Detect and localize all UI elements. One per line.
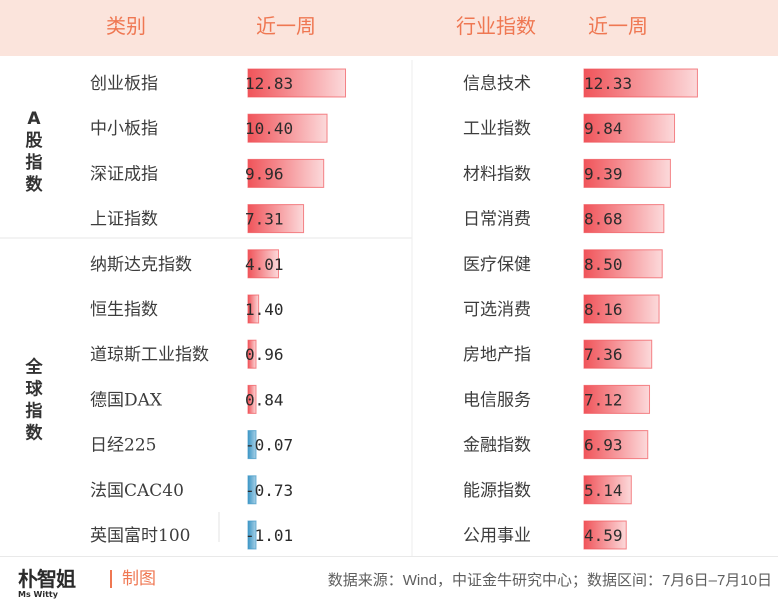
left-category-label: 上证指数 bbox=[90, 210, 158, 230]
header-industry: 行业指数 bbox=[456, 16, 536, 38]
right-value-label: 5.14 bbox=[584, 481, 623, 500]
left-category-label: 恒生指数 bbox=[90, 300, 158, 320]
right-value-label: 7.12 bbox=[584, 390, 623, 409]
left-category-label: 英国富时100 bbox=[90, 526, 190, 546]
left-bar bbox=[247, 475, 257, 505]
right-category-label: 金融指数 bbox=[463, 436, 531, 456]
right-bar bbox=[583, 68, 698, 98]
right-bar bbox=[583, 430, 649, 460]
weekly-return-chart: 创业板指 12.83 中小板指 10.40 深证成指 9.96 上证指数 7.31 纳斯达克指数… bbox=[0, 60, 698, 556]
right-category-label: 可选消费 bbox=[463, 300, 531, 320]
right-value-label: 4.59 bbox=[584, 526, 623, 545]
left-category-label: 创业板指 bbox=[90, 74, 158, 94]
right-bar bbox=[583, 384, 651, 414]
right-chart: 信息技术 12.33 工业指数 9.84 材料指数 9.39 日常消费 8.68 医疗保健 8.5… bbox=[463, 68, 698, 550]
left-category-label: 德国DAX bbox=[90, 390, 163, 410]
right-value-label: 9.39 bbox=[584, 164, 623, 183]
group-label: A 股指数 bbox=[26, 109, 44, 195]
left-value-label: 0.96 bbox=[245, 345, 284, 364]
left-value-label: -1.01 bbox=[245, 526, 293, 545]
left-category-label: 道琼斯工业指数 bbox=[90, 345, 209, 365]
left-bar bbox=[247, 249, 279, 279]
logo-sub: Ms Witty bbox=[18, 590, 58, 599]
right-value-label: 7.36 bbox=[584, 345, 623, 364]
footer-credit: 制图 bbox=[122, 569, 156, 588]
header-week-right: 近一周 bbox=[588, 16, 648, 38]
header-category: 类别 bbox=[106, 16, 146, 38]
logo-main: 朴智姐 bbox=[18, 569, 76, 591]
right-category-label: 电信服务 bbox=[463, 390, 531, 410]
left-category-label: 中小板指 bbox=[90, 119, 158, 139]
right-category-label: 医疗保健 bbox=[463, 255, 531, 275]
left-value-label: 4.01 bbox=[245, 255, 284, 274]
left-category-label: 法国CAC40 bbox=[90, 481, 184, 501]
right-value-label: 6.93 bbox=[584, 436, 623, 455]
left-value-label: 7.31 bbox=[245, 210, 284, 229]
group-label: 全球指数 bbox=[25, 356, 44, 443]
footer-separator bbox=[110, 570, 112, 588]
right-value-label: 12.33 bbox=[584, 74, 632, 93]
left-value-label: -0.07 bbox=[245, 436, 293, 455]
left-value-label: 0.84 bbox=[245, 390, 284, 409]
right-category-label: 工业指数 bbox=[463, 119, 531, 139]
left-bar bbox=[247, 113, 328, 143]
right-bar bbox=[583, 113, 676, 143]
header-week-left: 近一周 bbox=[256, 16, 316, 38]
right-category-label: 房地产指 bbox=[463, 345, 531, 365]
left-value-label: 10.40 bbox=[245, 119, 293, 138]
table-header: 类别 近一周 行业指数 近一周 bbox=[0, 0, 778, 56]
right-bar bbox=[583, 294, 660, 324]
left-value-label: 1.40 bbox=[245, 300, 284, 319]
left-bar bbox=[247, 68, 347, 98]
right-bar bbox=[583, 475, 632, 505]
left-value-label: 9.96 bbox=[245, 164, 284, 183]
left-bar bbox=[247, 520, 257, 550]
left-bar bbox=[247, 430, 257, 460]
right-category-label: 日常消费 bbox=[463, 210, 531, 230]
right-category-label: 信息技术 bbox=[463, 74, 531, 94]
right-bar bbox=[583, 520, 627, 550]
right-bar bbox=[583, 158, 671, 188]
right-value-label: 8.50 bbox=[584, 255, 623, 274]
data-source: 数据来源：Wind，中证金牛研究中心；数据区间：7月6日–7月10日 bbox=[327, 572, 772, 589]
right-value-label: 8.16 bbox=[584, 300, 623, 319]
left-category-label: 纳斯达克指数 bbox=[90, 255, 192, 275]
right-category-label: 能源指数 bbox=[463, 481, 531, 501]
left-chart: 创业板指 12.83 中小板指 10.40 深证成指 9.96 上证指数 7.31 纳斯达克指数… bbox=[90, 68, 347, 550]
right-bar bbox=[583, 249, 663, 279]
left-bar bbox=[247, 158, 325, 188]
left-category-label: 日经225 bbox=[90, 436, 156, 456]
left-bar bbox=[247, 384, 257, 414]
left-value-label: -0.73 bbox=[245, 481, 293, 500]
right-category-label: 材料指数 bbox=[463, 164, 531, 184]
brand-logo: 朴智姐 Ms Witty bbox=[18, 569, 110, 599]
right-bar bbox=[583, 339, 653, 369]
right-value-label: 9.84 bbox=[584, 119, 623, 138]
left-category-label: 深证成指 bbox=[90, 164, 158, 184]
footer: 朴智姐 Ms Witty 制图 数据来源：Wind，中证金牛研究中心；数据区间：… bbox=[0, 557, 778, 605]
left-bar bbox=[247, 204, 305, 234]
left-bar bbox=[247, 339, 257, 369]
right-category-label: 公用事业 bbox=[463, 526, 531, 546]
right-value-label: 8.68 bbox=[584, 210, 623, 229]
left-value-label: 12.83 bbox=[245, 74, 293, 93]
left-bar bbox=[247, 294, 260, 324]
footer-divider bbox=[0, 556, 778, 557]
right-bar bbox=[583, 204, 665, 234]
